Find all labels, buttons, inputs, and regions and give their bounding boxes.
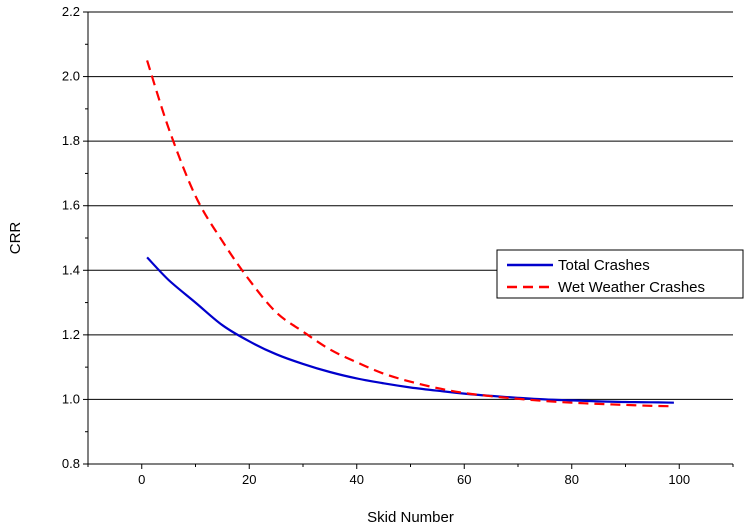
legend-box	[496, 249, 744, 299]
series-line-0	[146, 256, 674, 404]
x-tick-label: 40	[350, 472, 364, 487]
x-tick-label: 20	[242, 472, 256, 487]
y-tick-label: 2.0	[62, 69, 80, 84]
x-axis-title: Skid Number	[367, 509, 454, 526]
y-tick-label: 1.6	[62, 198, 80, 213]
series-layer	[146, 60, 674, 408]
legend-label-wet-weather-crashes: Wet Weather Crashes	[558, 279, 705, 296]
legend-label-total-crashes: Total Crashes	[558, 257, 650, 274]
y-axis-title: CRR	[7, 222, 24, 255]
y-tick-label: 2.2	[62, 4, 80, 19]
x-tick-label: 100	[668, 472, 690, 487]
legend: Total Crashes Wet Weather Crashes	[496, 249, 744, 299]
series-line-1	[146, 60, 674, 408]
x-tick-label: 60	[457, 472, 471, 487]
x-tick-label: 80	[565, 472, 579, 487]
y-tick-label: 1.8	[62, 133, 80, 148]
y-tick-label: 0.8	[62, 456, 80, 471]
y-tick-label: 1.0	[62, 391, 80, 406]
x-tick-label: 0	[138, 472, 145, 487]
gridlines	[88, 11, 733, 400]
y-tick-label: 1.4	[62, 262, 80, 277]
y-tick-label: 1.2	[62, 327, 80, 342]
axes	[83, 11, 734, 469]
tick-labels: 0.8 1.0 1.2 1.4 1.6 1.8 2.0 2.2 0 20 40 60 80 100	[62, 4, 690, 487]
